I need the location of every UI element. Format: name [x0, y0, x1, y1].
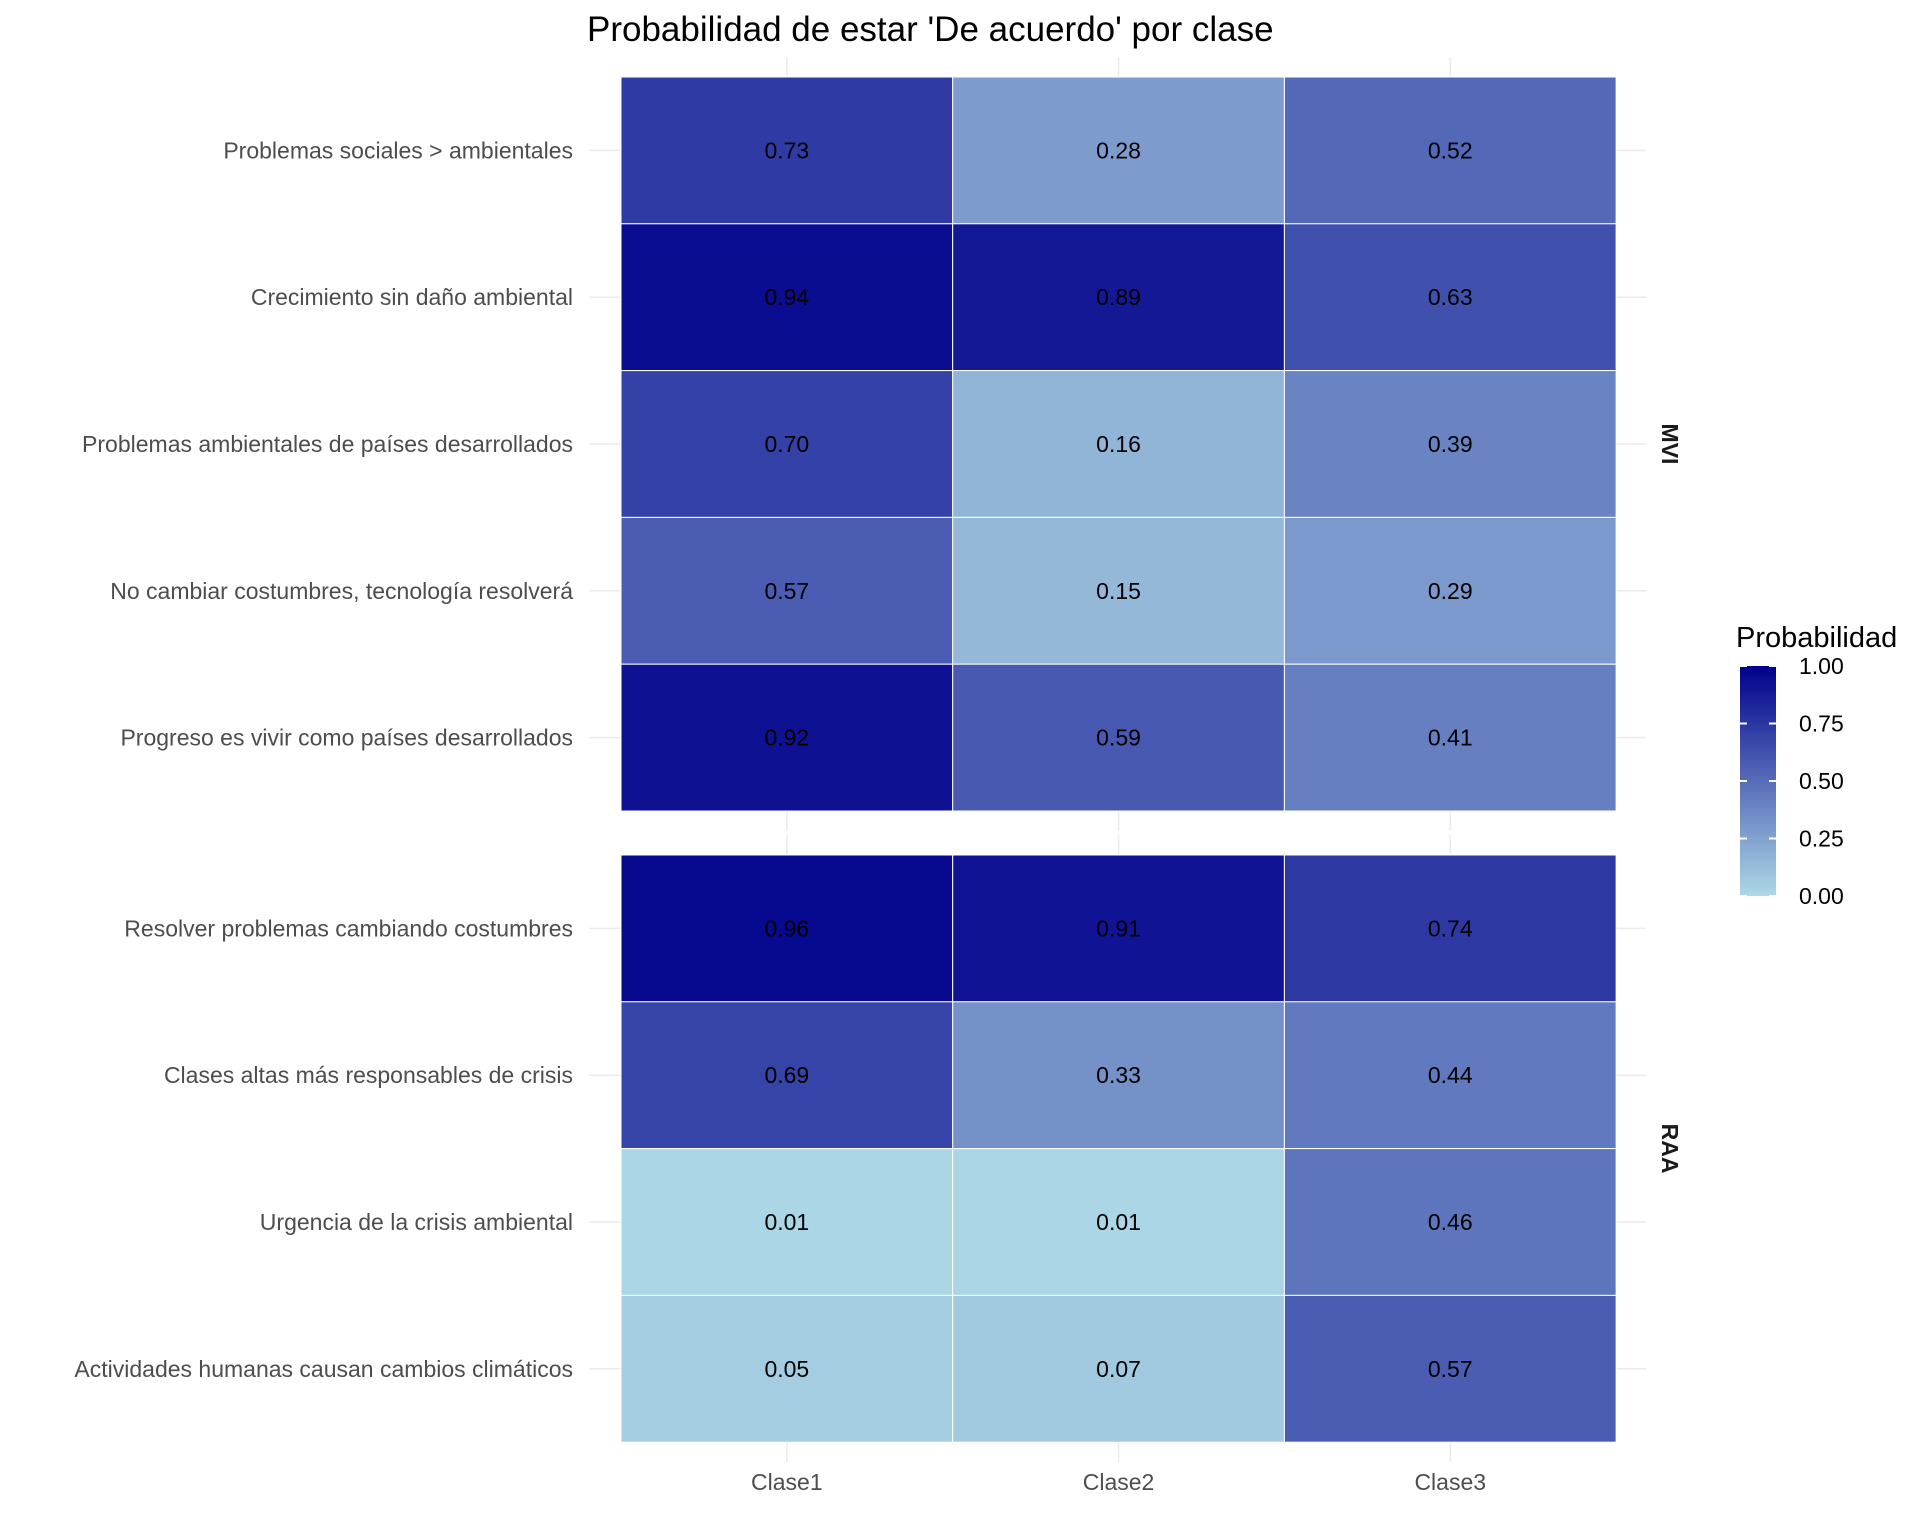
heatmap-cell [952, 1294, 1285, 1443]
heatmap-cell [952, 663, 1285, 812]
cell-value-label: 0.46 [1428, 1209, 1473, 1235]
heatmap-cell [620, 516, 954, 665]
cell-value-label: 0.16 [1096, 431, 1141, 457]
cell-value-label: 0.28 [1096, 137, 1141, 163]
row-label: Problemas sociales > ambientales [223, 137, 573, 163]
heatmap-cell [620, 370, 954, 518]
row-label: Resolver problemas cambiando costumbres [124, 915, 573, 941]
cell-value-label: 0.52 [1428, 137, 1473, 163]
facet-strip-label: RAA [1657, 1124, 1683, 1174]
row-labels: Problemas sociales > ambientales Crecimie… [74, 137, 573, 1381]
cell-value-label: 0.05 [764, 1356, 809, 1382]
heatmap-cell [952, 223, 1285, 372]
legend: Probabilidad 1.00 0.75 0.50 0.25 0.00 [1736, 622, 1897, 909]
heatmap-cell [1283, 1148, 1617, 1296]
cell-value-label: 0.15 [1096, 578, 1141, 604]
row-label: No cambiar costumbres, tecnología resolv… [110, 578, 573, 604]
cell-value-label: 0.07 [1096, 1356, 1141, 1382]
cell-value-label: 0.69 [764, 1062, 809, 1088]
heatmap-cell [952, 854, 1285, 1003]
row-label: Progreso es vivir como países desarrolla… [120, 725, 573, 751]
column-labels: Clase1 Clase2 Clase3 [751, 1469, 1486, 1495]
cell-value-label: 0.94 [764, 284, 809, 310]
cell-value-label: 0.70 [764, 431, 809, 457]
cell-value-label: 0.91 [1096, 915, 1141, 941]
cell-value-label: 0.89 [1096, 284, 1141, 310]
cell-value-label: 0.01 [764, 1209, 809, 1235]
heatmap-cell [1283, 223, 1617, 372]
heatmap-cell [1283, 854, 1617, 1003]
legend-tick-label: 1.00 [1799, 653, 1844, 679]
facet-strip-labels: MVI RAA [1657, 424, 1683, 1174]
heatmap-cell [620, 663, 954, 812]
heatmap-cell [1283, 76, 1617, 225]
row-label: Crecimiento sin daño ambiental [251, 284, 573, 310]
heatmap-cell [1283, 1294, 1617, 1443]
cell-value-label: 0.01 [1096, 1209, 1141, 1235]
row-label: Clases altas más responsables de crisis [164, 1062, 573, 1088]
row-label: Urgencia de la crisis ambiental [260, 1209, 573, 1235]
cell-value-label: 0.29 [1428, 578, 1473, 604]
heatmap-cell [620, 1001, 954, 1150]
heatmap-cell [620, 223, 954, 372]
column-label: Clase1 [751, 1469, 823, 1495]
heatmap-cell [620, 76, 954, 225]
heatmap-cell [620, 1148, 954, 1296]
heatmap-cells [620, 76, 1617, 1443]
column-label: Clase3 [1414, 1469, 1486, 1495]
cell-value-labels: 0.73 0.28 0.52 0.94 0.89 0.63 0.70 0.16 0.39 0.57… [764, 137, 1472, 1381]
legend-ticks: 1.00 0.75 0.50 0.25 0.00 [1740, 653, 1844, 909]
cell-value-label: 0.57 [1428, 1356, 1473, 1382]
cell-value-label: 0.73 [764, 137, 809, 163]
cell-value-label: 0.33 [1096, 1062, 1141, 1088]
row-label: Actividades humanas causan cambios climá… [74, 1356, 573, 1382]
cell-value-label: 0.39 [1428, 431, 1473, 457]
heatmap-cell [1283, 1001, 1617, 1150]
heatmap-cell [952, 1148, 1285, 1296]
cell-value-label: 0.63 [1428, 284, 1473, 310]
cell-value-label: 0.74 [1428, 915, 1473, 941]
cell-value-label: 0.57 [764, 578, 809, 604]
cell-value-label: 0.92 [764, 725, 809, 751]
legend-tick-label: 0.75 [1799, 711, 1844, 737]
column-label: Clase2 [1083, 1469, 1155, 1495]
legend-tick-label: 0.25 [1799, 826, 1844, 852]
legend-tick-label: 0.50 [1799, 768, 1844, 794]
legend-title: Probabilidad [1736, 622, 1897, 654]
heatmap-cell [620, 1294, 954, 1443]
cell-value-label: 0.41 [1428, 725, 1473, 751]
heatmap-cell [952, 370, 1285, 518]
chart-title: Probabilidad de estar 'De acuerdo' por c… [587, 10, 1274, 49]
cell-value-label: 0.44 [1428, 1062, 1473, 1088]
legend-tick-label: 0.00 [1799, 883, 1844, 909]
heatmap-cell [1283, 370, 1617, 518]
heatmap-cell [1283, 663, 1617, 812]
heatmap-cell [1283, 516, 1617, 665]
heatmap-cell [952, 1001, 1285, 1150]
row-label: Problemas ambientales de países desarrol… [82, 431, 573, 457]
cell-value-label: 0.96 [764, 915, 809, 941]
cell-value-label: 0.59 [1096, 725, 1141, 751]
facet-strip-label: MVI [1657, 424, 1683, 465]
heatmap-cell [952, 516, 1285, 665]
